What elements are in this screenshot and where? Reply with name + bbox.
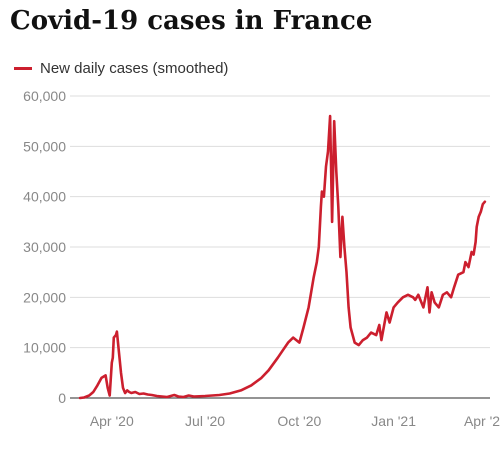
legend-label: New daily cases (smoothed) — [40, 60, 229, 77]
legend: New daily cases (smoothed) — [14, 60, 228, 77]
x-tick-label: Jul '20 — [185, 413, 225, 429]
x-tick-label: Jan '21 — [371, 413, 416, 429]
y-tick-label: 60,000 — [23, 88, 66, 104]
chart-title: Covid-19 cases in France — [10, 6, 373, 36]
y-tick-label: 0 — [58, 390, 66, 406]
x-axis-ticks: Apr '20 Jul '20 Oct '20 Jan '21 Apr '21 — [90, 413, 501, 429]
y-tick-label: 40,000 — [23, 189, 66, 205]
y-tick-label: 30,000 — [23, 239, 66, 255]
legend-swatch — [14, 67, 32, 70]
y-axis-ticks: 0 10,000 20,000 30,000 40,000 50,000 60,000 — [23, 88, 66, 406]
y-tick-label: 50,000 — [23, 138, 66, 154]
y-tick-label: 10,000 — [23, 340, 66, 356]
x-tick-label: Apr '20 — [90, 413, 134, 429]
y-tick-label: 20,000 — [23, 289, 66, 305]
x-tick-label: Apr '21 — [464, 413, 501, 429]
series-line-new-daily-cases — [78, 114, 487, 400]
gridlines — [70, 95, 490, 399]
x-tick-label: Oct '20 — [277, 413, 321, 429]
